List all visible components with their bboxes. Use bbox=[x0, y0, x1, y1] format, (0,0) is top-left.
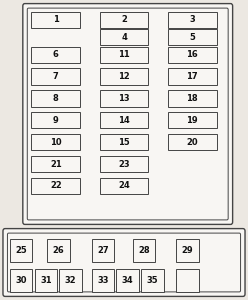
FancyBboxPatch shape bbox=[100, 134, 148, 150]
Text: 29: 29 bbox=[182, 246, 193, 255]
FancyBboxPatch shape bbox=[132, 239, 155, 262]
Text: 24: 24 bbox=[118, 182, 130, 190]
FancyBboxPatch shape bbox=[117, 269, 139, 292]
FancyBboxPatch shape bbox=[100, 46, 148, 63]
Text: 4: 4 bbox=[121, 33, 127, 42]
FancyBboxPatch shape bbox=[168, 134, 217, 150]
FancyBboxPatch shape bbox=[34, 269, 57, 292]
Text: 35: 35 bbox=[147, 276, 158, 285]
FancyBboxPatch shape bbox=[31, 90, 80, 106]
Text: 9: 9 bbox=[53, 116, 59, 125]
FancyBboxPatch shape bbox=[31, 46, 80, 63]
FancyBboxPatch shape bbox=[31, 12, 80, 28]
FancyBboxPatch shape bbox=[3, 229, 245, 296]
Text: 1: 1 bbox=[53, 15, 59, 24]
Text: 3: 3 bbox=[189, 15, 195, 24]
Text: 10: 10 bbox=[50, 138, 62, 147]
FancyBboxPatch shape bbox=[23, 4, 233, 224]
FancyBboxPatch shape bbox=[168, 112, 217, 128]
FancyBboxPatch shape bbox=[176, 269, 198, 292]
Text: 16: 16 bbox=[186, 50, 198, 59]
Text: 28: 28 bbox=[138, 246, 150, 255]
Text: 25: 25 bbox=[15, 246, 27, 255]
FancyBboxPatch shape bbox=[168, 90, 217, 106]
FancyBboxPatch shape bbox=[31, 156, 80, 172]
FancyBboxPatch shape bbox=[100, 90, 148, 106]
FancyBboxPatch shape bbox=[31, 68, 80, 85]
FancyBboxPatch shape bbox=[92, 239, 114, 262]
FancyBboxPatch shape bbox=[168, 68, 217, 85]
Text: 17: 17 bbox=[186, 72, 198, 81]
Text: 5: 5 bbox=[189, 33, 195, 42]
Text: 8: 8 bbox=[53, 94, 59, 103]
Text: 12: 12 bbox=[118, 72, 130, 81]
Text: 27: 27 bbox=[97, 246, 109, 255]
FancyBboxPatch shape bbox=[10, 269, 32, 292]
Text: 32: 32 bbox=[65, 276, 76, 285]
FancyBboxPatch shape bbox=[141, 269, 164, 292]
Text: 19: 19 bbox=[186, 116, 198, 125]
Text: 33: 33 bbox=[97, 276, 109, 285]
FancyBboxPatch shape bbox=[59, 269, 82, 292]
FancyBboxPatch shape bbox=[31, 134, 80, 150]
Text: 31: 31 bbox=[40, 276, 52, 285]
Text: 13: 13 bbox=[118, 94, 130, 103]
Text: 18: 18 bbox=[186, 94, 198, 103]
FancyBboxPatch shape bbox=[176, 239, 198, 262]
FancyBboxPatch shape bbox=[100, 12, 148, 28]
Text: 26: 26 bbox=[52, 246, 64, 255]
FancyBboxPatch shape bbox=[31, 112, 80, 128]
Text: 15: 15 bbox=[118, 138, 130, 147]
Text: 11: 11 bbox=[118, 50, 130, 59]
FancyBboxPatch shape bbox=[100, 178, 148, 194]
FancyBboxPatch shape bbox=[168, 29, 217, 45]
Text: 6: 6 bbox=[53, 50, 59, 59]
Text: 30: 30 bbox=[15, 276, 27, 285]
Text: 23: 23 bbox=[118, 160, 130, 169]
FancyBboxPatch shape bbox=[92, 269, 114, 292]
FancyBboxPatch shape bbox=[100, 112, 148, 128]
Text: 34: 34 bbox=[122, 276, 133, 285]
FancyBboxPatch shape bbox=[10, 239, 32, 262]
FancyBboxPatch shape bbox=[168, 12, 217, 28]
FancyBboxPatch shape bbox=[100, 156, 148, 172]
FancyBboxPatch shape bbox=[168, 46, 217, 63]
FancyBboxPatch shape bbox=[100, 68, 148, 85]
Text: 20: 20 bbox=[186, 138, 198, 147]
Text: 7: 7 bbox=[53, 72, 59, 81]
Text: 14: 14 bbox=[118, 116, 130, 125]
FancyBboxPatch shape bbox=[31, 178, 80, 194]
Text: 22: 22 bbox=[50, 182, 62, 190]
FancyBboxPatch shape bbox=[47, 239, 69, 262]
Text: 2: 2 bbox=[121, 15, 127, 24]
Text: 21: 21 bbox=[50, 160, 62, 169]
FancyBboxPatch shape bbox=[100, 29, 148, 45]
